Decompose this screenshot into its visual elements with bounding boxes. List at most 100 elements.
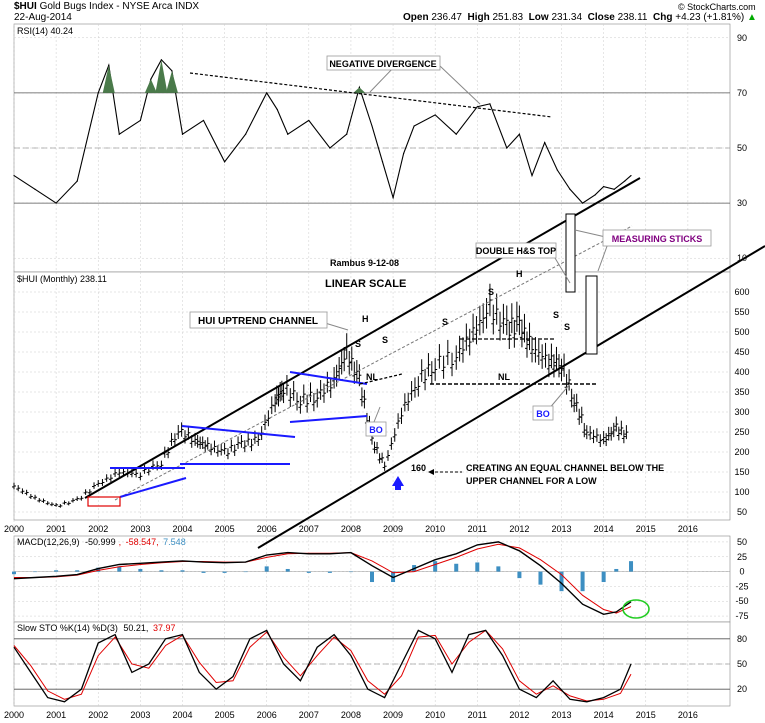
macd-y-tick-label: -25 bbox=[735, 581, 748, 591]
symbol-name: Gold Bugs Index - NYSE Arca INDX bbox=[39, 1, 200, 12]
x-tick-label-bottom: 2003 bbox=[130, 710, 150, 720]
rsi-overbought-fill bbox=[102, 65, 115, 93]
symbol: $HUI bbox=[14, 1, 37, 12]
rsi-point bbox=[613, 188, 615, 190]
sto-y-tick-label: 20 bbox=[737, 684, 747, 694]
rsi-point bbox=[287, 133, 289, 135]
x-tick-label: 2016 bbox=[678, 524, 698, 534]
header-date: 22-Aug-2014 bbox=[14, 12, 72, 23]
price-panel bbox=[13, 271, 731, 521]
rsi-y-tick-label: 10 bbox=[737, 253, 747, 263]
macd-histogram-bar bbox=[33, 571, 38, 573]
rsi-y-tick-label: 50 bbox=[737, 143, 747, 153]
macd-histogram-bar bbox=[370, 571, 374, 583]
macd-histogram-bar bbox=[433, 561, 438, 572]
annotation-bo-1: BO bbox=[369, 425, 383, 435]
price-y-tick-label: 300 bbox=[734, 407, 749, 417]
x-tick-label-bottom: 2011 bbox=[468, 710, 487, 720]
macd-histogram-bar bbox=[454, 563, 459, 572]
rsi-point bbox=[97, 92, 99, 94]
rsi-point bbox=[171, 70, 173, 72]
price-y-tick-label: 200 bbox=[734, 447, 749, 457]
x-tick-label-bottom: 2010 bbox=[425, 710, 445, 720]
rsi-point bbox=[76, 180, 78, 182]
rsi-label: RSI(14) 40.24 bbox=[17, 26, 73, 36]
annotation-rambus: Rambus 9-12-08 bbox=[330, 258, 399, 268]
rsi-point bbox=[13, 174, 15, 177]
price-y-tick-label: 550 bbox=[734, 307, 749, 317]
x-tick-label: 2000 bbox=[4, 524, 24, 534]
annotation-bo-2: BO bbox=[536, 409, 550, 419]
annotation-equal-channel-1: CREATING AN EQUAL CHANNEL BELOW THE bbox=[466, 463, 664, 473]
rsi-point bbox=[358, 86, 360, 88]
annotation-h-1: H bbox=[362, 314, 369, 324]
macd-histogram-bar bbox=[348, 571, 353, 573]
macd-histogram-bar bbox=[306, 571, 311, 573]
rsi-point bbox=[139, 119, 141, 122]
macd-y-tick-label: -50 bbox=[735, 596, 748, 606]
x-tick-label-bottom: 2000 bbox=[4, 710, 24, 720]
x-tick-label: 2015 bbox=[636, 524, 656, 534]
x-tick-label-bottom: 2001 bbox=[46, 710, 66, 720]
rsi-overbought-fill bbox=[155, 59, 168, 93]
macd-histogram-bar bbox=[496, 566, 501, 572]
x-tick-label: 2013 bbox=[552, 524, 572, 534]
x-tick-label-bottom: 2009 bbox=[383, 710, 403, 720]
macd-histogram-bar bbox=[54, 570, 59, 572]
annotation-drawings bbox=[84, 65, 765, 619]
price-y-tick-label: 400 bbox=[734, 367, 749, 377]
rsi-point bbox=[308, 119, 310, 122]
rsi-overbought-fill bbox=[353, 87, 366, 93]
rsi-point bbox=[276, 108, 278, 111]
annotation-s-1: S bbox=[355, 339, 361, 349]
x-tick-label: 2006 bbox=[257, 524, 277, 534]
macd-y-tick-label: 25 bbox=[737, 552, 747, 562]
macd-histogram-bar bbox=[517, 571, 522, 579]
rsi-overbought-fill bbox=[165, 70, 178, 93]
macd-histogram-bar bbox=[12, 571, 16, 575]
rsi-point bbox=[118, 133, 120, 135]
red-low-box bbox=[87, 496, 121, 507]
macd-y-tick-label: 0 bbox=[739, 567, 744, 577]
axis-labels: 2000200020012001200220022003200320042004… bbox=[4, 33, 750, 720]
annotation-measuring-sticks: MEASURING STICKS bbox=[612, 234, 703, 244]
x-tick-label-bottom: 2012 bbox=[509, 710, 529, 720]
price-y-tick-label: 250 bbox=[734, 427, 749, 437]
rsi-y-tick-label: 70 bbox=[737, 88, 747, 98]
annotation-s-4: S bbox=[488, 287, 494, 297]
rsi-point bbox=[150, 78, 152, 80]
macd-histogram-bar bbox=[327, 571, 332, 573]
rsi-point bbox=[55, 202, 57, 204]
annotation-nl-small: NL bbox=[366, 372, 378, 382]
macd-histogram-bar bbox=[243, 571, 248, 573]
price-y-tick-label: 100 bbox=[734, 487, 749, 497]
header-title: $HUI Gold Bugs Index - NYSE Arca INDX bbox=[14, 1, 199, 12]
ohlc-readout: Open 236.47 High 251.83 Low 231.34 Close… bbox=[403, 12, 757, 23]
price-y-tick-label: 150 bbox=[734, 467, 749, 477]
annotation-160: 160 bbox=[411, 463, 426, 473]
rsi-point bbox=[34, 188, 36, 190]
macd-label: MACD(12,26,9) -50.999, -58.547, 7.548 bbox=[17, 537, 186, 547]
rsi-point bbox=[506, 147, 508, 149]
macd-histogram-bar bbox=[629, 561, 634, 572]
macd-histogram-bar bbox=[201, 571, 206, 573]
blue-wedge-top-3 bbox=[289, 371, 368, 385]
rsi-overbought-fill bbox=[144, 79, 157, 93]
sto-label: Slow STO %K(14) %D(3) 50.21, 37.97 bbox=[17, 623, 175, 633]
rsi-point bbox=[489, 103, 491, 105]
upper-channel-line bbox=[84, 177, 641, 499]
rsi-point bbox=[181, 133, 184, 135]
rsi-point bbox=[518, 133, 521, 135]
annotation-negative-divergence: NEGATIVE DIVERGENCE bbox=[329, 59, 436, 69]
blue-wedge-bottom-3 bbox=[289, 415, 368, 423]
annotation-uptrend-channel: HUI UPTREND CHANNEL bbox=[198, 316, 318, 327]
rsi-point bbox=[371, 125, 373, 127]
annotation-equal-channel-2: UPPER CHANNEL FOR A LOW bbox=[466, 476, 597, 486]
rsi-point bbox=[556, 169, 558, 171]
macd-histogram-bar bbox=[614, 568, 619, 572]
rsi-divergence-line bbox=[189, 72, 553, 118]
annotation-texts: NEGATIVE DIVERGENCE Rambus 9-12-08 LINEA… bbox=[189, 55, 712, 486]
panel-labels: RSI(14) 40.24 $HUI (Monthly) 238.11 MACD… bbox=[17, 26, 186, 633]
macd-histogram-bar bbox=[538, 571, 543, 585]
